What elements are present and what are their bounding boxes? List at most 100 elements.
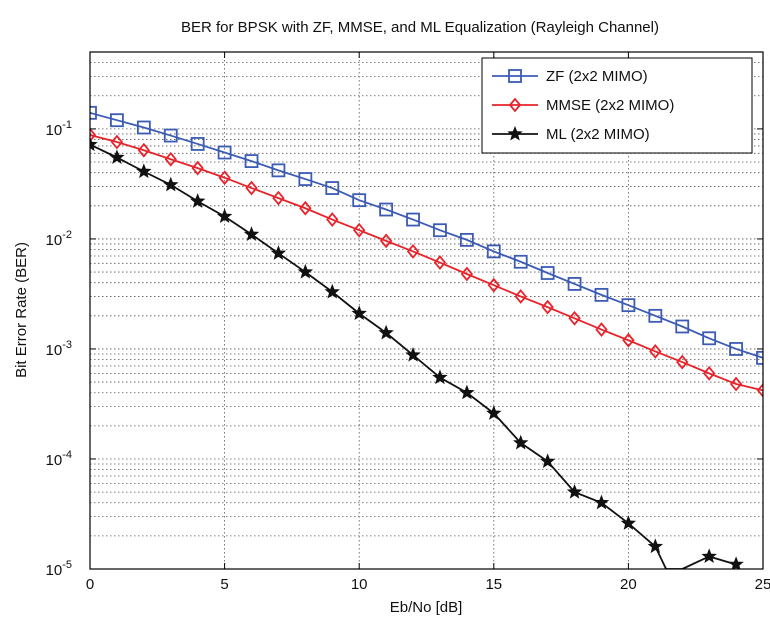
zf-data-point [433,223,447,238]
ml-data-point [566,483,583,499]
mmse-data-point [541,299,554,315]
legend-ml-label: ML (2x2 MIMO) [546,126,650,143]
x-tick-label: 10 [351,576,368,593]
zf-data-point [352,193,367,208]
mmse-data-point [110,134,124,150]
mmse-data-point [272,190,285,206]
ml-data-point [513,434,529,450]
axis-ticks: 0 5 10 15 20 25 10-1 10-2 10-3 10-4 10-5 [46,52,770,593]
mmse-data-point [514,289,527,304]
y-tick-label: 10-5 [46,559,72,579]
zf-data-point [110,113,124,128]
zf-series-line [90,111,763,359]
ml-data-point [90,136,98,152]
mmse-data-point [676,354,689,370]
mmse-data-point [649,343,662,359]
legend-ml-swatch-marker [507,125,523,141]
zf-data-point [486,244,501,259]
mmse-data-point [406,244,420,259]
zf-data-point [567,277,582,291]
zf-data-point [217,145,232,160]
zf-data-point [648,308,663,323]
zf-data-point [136,120,151,135]
zf-series [90,105,763,365]
zf-data-point [729,342,743,356]
series-layer [90,105,763,569]
ml-data-point [136,163,152,179]
mmse-data-point [137,142,151,158]
ml-series-line [90,143,737,569]
ml-data-point [297,263,314,279]
legend-zf-label: ZF (2x2 MIMO) [546,68,648,85]
mmse-data-point [379,233,393,249]
y-tick-label: 10-2 [46,229,72,249]
x-tick-label: 20 [620,576,637,593]
mmse-data-point [622,332,635,348]
mmse-data-point [218,170,231,186]
ml-data-point [620,515,637,530]
mmse-data-point [326,212,339,227]
ml-data-point [701,548,717,564]
ml-data-point [486,405,502,420]
ml-data-point [109,149,125,165]
legend-mmse-label: MMSE (2x2 MIMO) [546,97,674,114]
zf-data-point [675,319,690,334]
zf-data-point [298,172,313,186]
ml-data-point [189,193,206,208]
x-axis-label: Eb/No [dB] [390,599,463,616]
ml-data-point [459,384,475,400]
legend: ZF (2x2 MIMO) MMSE (2x2 MIMO) ML (2x2 MIMO… [481,57,753,154]
mmse-data-point [595,322,608,337]
zf-data-point [190,137,205,151]
x-tick-label: 0 [86,576,94,593]
mmse-data-point [487,277,500,293]
zf-data-point [90,105,97,120]
mmse-data-point [702,365,716,381]
zf-data-point [459,232,474,247]
ml-data-point [216,208,233,224]
zf-data-point [594,287,609,302]
ml-data-point [378,324,394,340]
ml-data-point [324,283,340,299]
mmse-data-point [191,160,204,176]
zf-data-point [621,298,636,313]
zf-data-point [540,266,555,280]
ml-data-point [270,245,287,260]
zf-data-point [513,254,528,269]
zf-data-point [702,331,717,346]
mmse-data-point [568,310,581,326]
x-tick-label: 15 [485,576,502,593]
ml-data-point [243,226,260,241]
zf-data-point [244,154,259,168]
mmse-data-point [90,127,97,143]
legend-zf-swatch-marker [508,69,522,83]
mmse-data-point [460,266,474,282]
zf-data-point [163,128,178,143]
ml-data-point [593,494,610,510]
mmse-series [90,127,763,398]
mmse-data-point [245,180,258,196]
ml-series [90,136,744,569]
mmse-data-point [729,376,743,392]
y-tick-label: 10-4 [46,449,72,469]
mmse-data-point [299,200,312,216]
zf-data-point [379,202,394,217]
x-tick-label: 5 [220,576,228,593]
y-axis-label: Bit Error Rate (BER) [13,242,30,378]
zf-data-point [406,212,420,227]
x-tick-label: 25 [755,576,770,593]
zf-data-point [756,350,763,365]
ml-data-point [539,453,556,468]
legend-mmse-swatch-marker [508,97,522,113]
zf-data-point [325,181,340,195]
mmse-data-point [433,255,447,270]
ml-data-point [647,538,664,554]
mmse-data-point [164,151,177,167]
ml-data-point [405,346,421,362]
ml-data-point [163,176,179,192]
ml-data-point [432,369,448,385]
mmse-data-point [353,222,366,238]
chart-title: BER for BPSK with ZF, MMSE, and ML Equal… [181,19,659,36]
plot-frame [89,51,764,570]
